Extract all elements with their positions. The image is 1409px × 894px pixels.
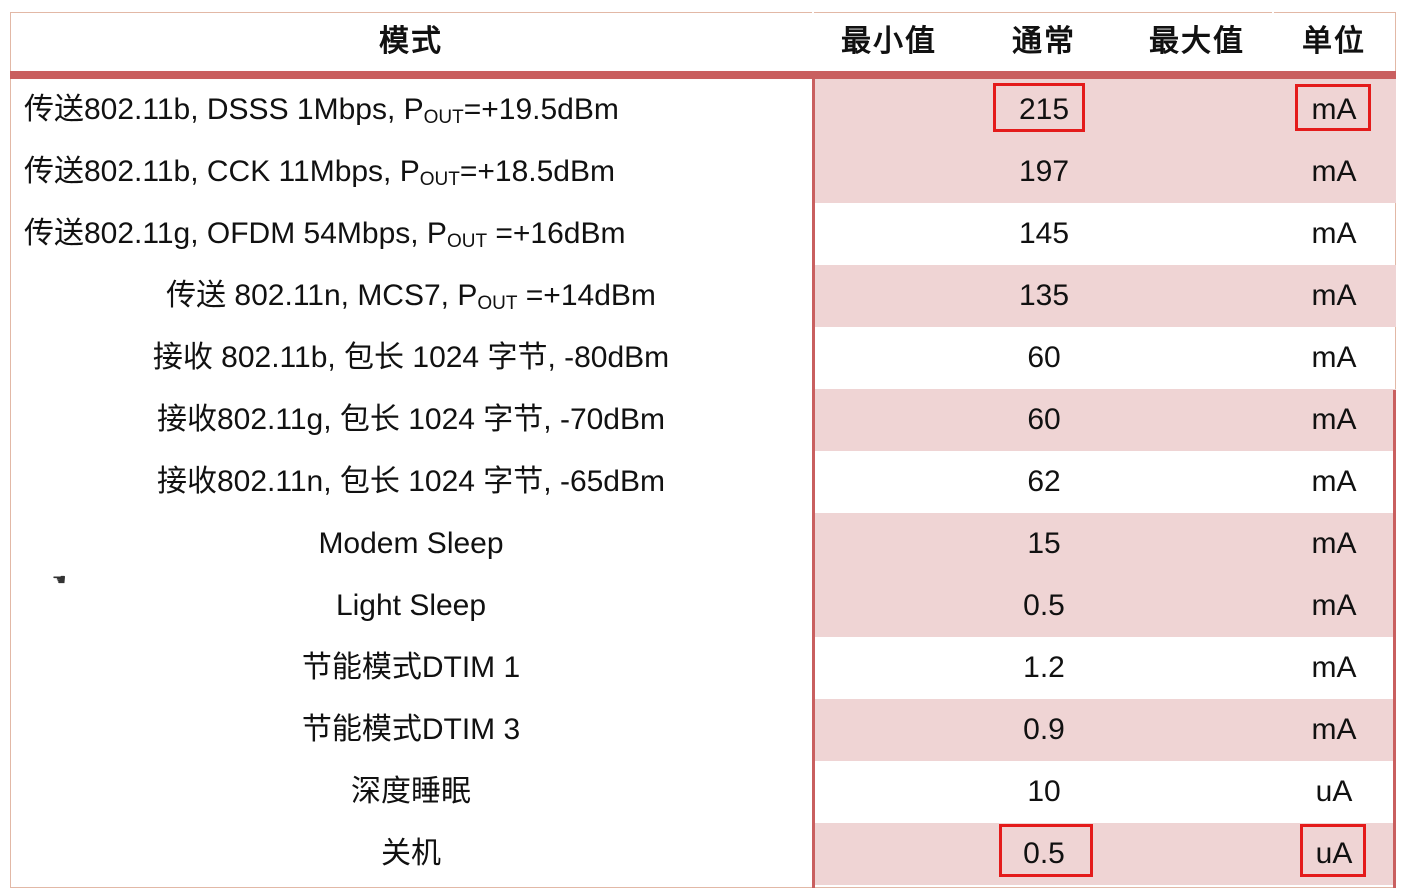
header-mode: 模式	[379, 25, 443, 58]
cell-unit: uA	[1315, 837, 1353, 870]
table-row: 传送 802.11n, MCS7, POUT =+14dBm 135 mA	[10, 265, 1396, 327]
cell-unit: mA	[1311, 465, 1357, 498]
table-row: Modem Sleep 15 mA	[10, 513, 1396, 575]
cell-mode: 接收802.11n, 包长 1024 字节, -65dBm	[156, 465, 665, 498]
highlight-box-unit-first	[1295, 84, 1371, 131]
cell-typical: 15	[1027, 527, 1061, 560]
mode-text: =+18.5dBm	[459, 155, 615, 188]
table-row: 传送802.11b, DSSS 1Mbps, POUT=+19.5dBm 215 m…	[10, 79, 1396, 141]
mode-text: =+14dBm	[517, 279, 656, 312]
header-rule	[10, 71, 1396, 79]
cell-mode: 传送802.11b, DSSS 1Mbps, POUT=+19.5dBm	[10, 79, 826, 141]
header-divider	[812, 12, 814, 71]
cell-unit: uA	[1315, 775, 1353, 808]
cell-typical: 60	[1027, 341, 1061, 374]
hand-cursor-icon: ☚	[52, 572, 67, 589]
cell-mode: 关机	[381, 837, 441, 870]
cell-typical: 145	[1018, 217, 1070, 250]
cell-mode: 传送802.11b, CCK 11Mbps, POUT=+18.5dBm	[10, 141, 826, 203]
table-row: Light Sleep 0.5 mA	[10, 575, 1396, 637]
mode-subscript: OUT	[477, 293, 518, 314]
table-header: 模式 最小值 通常 最大值 单位	[10, 12, 1396, 72]
row-shade	[815, 575, 1396, 637]
row-shade	[815, 141, 1396, 203]
mode-subscript: OUT	[423, 107, 464, 128]
header-typical: 通常	[1012, 25, 1076, 58]
cell-typical: 197	[1018, 155, 1070, 188]
cell-typical: 135	[1018, 279, 1070, 312]
cell-unit: mA	[1311, 155, 1357, 188]
cell-mode: 接收 802.11b, 包长 1024 字节, -80dBm	[152, 341, 670, 374]
header-max: 最大值	[1149, 25, 1245, 58]
table-row: 节能模式DTIM 1 1.2 mA	[10, 637, 1396, 699]
mode-text: 传送802.11b, CCK 11Mbps, P	[24, 155, 420, 188]
table-row: 传送802.11b, CCK 11Mbps, POUT=+18.5dBm 197 m…	[10, 141, 1396, 203]
highlight-box-typical-last	[999, 824, 1093, 877]
cell-mode: 传送 802.11n, MCS7, POUT =+14dBm	[10, 265, 812, 327]
header-min: 最小值	[841, 25, 937, 58]
cell-typical: 215	[1018, 93, 1070, 126]
table-row: 接收802.11g, 包长 1024 字节, -70dBm 60 mA	[10, 389, 1396, 451]
mode-text: =+16dBm	[487, 217, 626, 250]
header-divider	[1272, 12, 1274, 71]
mode-text: 传送 802.11n, MCS7, P	[166, 279, 478, 312]
highlight-box-typical-first	[993, 83, 1085, 132]
row-shade	[815, 265, 1396, 327]
cell-typical: 1.2	[1023, 651, 1065, 684]
cell-unit: mA	[1311, 341, 1357, 374]
mode-text: =+19.5dBm	[463, 93, 619, 126]
cell-unit: mA	[1311, 527, 1357, 560]
cell-typical: 10	[1027, 775, 1061, 808]
cell-unit: mA	[1311, 93, 1357, 126]
cell-typical: 62	[1027, 465, 1061, 498]
table-row: 深度睡眠 10 uA	[10, 761, 1396, 823]
cell-mode: 接收802.11g, 包长 1024 字节, -70dBm	[156, 403, 665, 436]
cell-typical: 0.9	[1023, 713, 1065, 746]
table-row: 接收802.11n, 包长 1024 字节, -65dBm 62 mA	[10, 451, 1396, 513]
cell-unit: mA	[1311, 713, 1357, 746]
cell-mode: Modem Sleep	[318, 527, 504, 560]
cell-unit: mA	[1311, 217, 1357, 250]
cell-typical: 60	[1027, 403, 1061, 436]
table-row: 接收 802.11b, 包长 1024 字节, -80dBm 60 mA	[10, 327, 1396, 389]
row-shade	[815, 389, 1396, 451]
row-shade	[815, 823, 1396, 885]
cell-unit: mA	[1311, 403, 1357, 436]
table-row: 关机 0.5 uA	[10, 823, 1396, 885]
mode-subscript: OUT	[446, 231, 488, 252]
cell-mode: 节能模式DTIM 1	[301, 651, 521, 684]
mode-text: 传送802.11b, DSSS 1Mbps, P	[24, 93, 424, 126]
highlight-box-unit-last	[1300, 824, 1366, 877]
table-row: 节能模式DTIM 3 0.9 mA	[10, 699, 1396, 761]
cell-unit: mA	[1311, 589, 1357, 622]
mode-text: 传送802.11g, OFDM 54Mbps, P	[24, 217, 447, 250]
header-unit: 单位	[1302, 25, 1366, 58]
cell-mode: 节能模式DTIM 3	[301, 713, 521, 746]
cell-mode: 深度睡眠	[351, 775, 471, 808]
cell-typical: 0.5	[1023, 837, 1065, 870]
cell-mode: Light Sleep	[335, 589, 487, 622]
cell-mode: 传送802.11g, OFDM 54Mbps, POUT =+16dBm	[10, 203, 826, 265]
mode-subscript: OUT	[419, 169, 460, 190]
cell-unit: mA	[1311, 651, 1357, 684]
table-row: 传送802.11g, OFDM 54Mbps, POUT =+16dBm 145 m…	[10, 203, 1396, 265]
right-border	[1393, 390, 1396, 888]
cell-unit: mA	[1311, 279, 1357, 312]
column-divider	[812, 79, 815, 888]
row-shade	[815, 513, 1396, 575]
cell-typical: 0.5	[1023, 589, 1065, 622]
row-shade	[815, 699, 1396, 761]
